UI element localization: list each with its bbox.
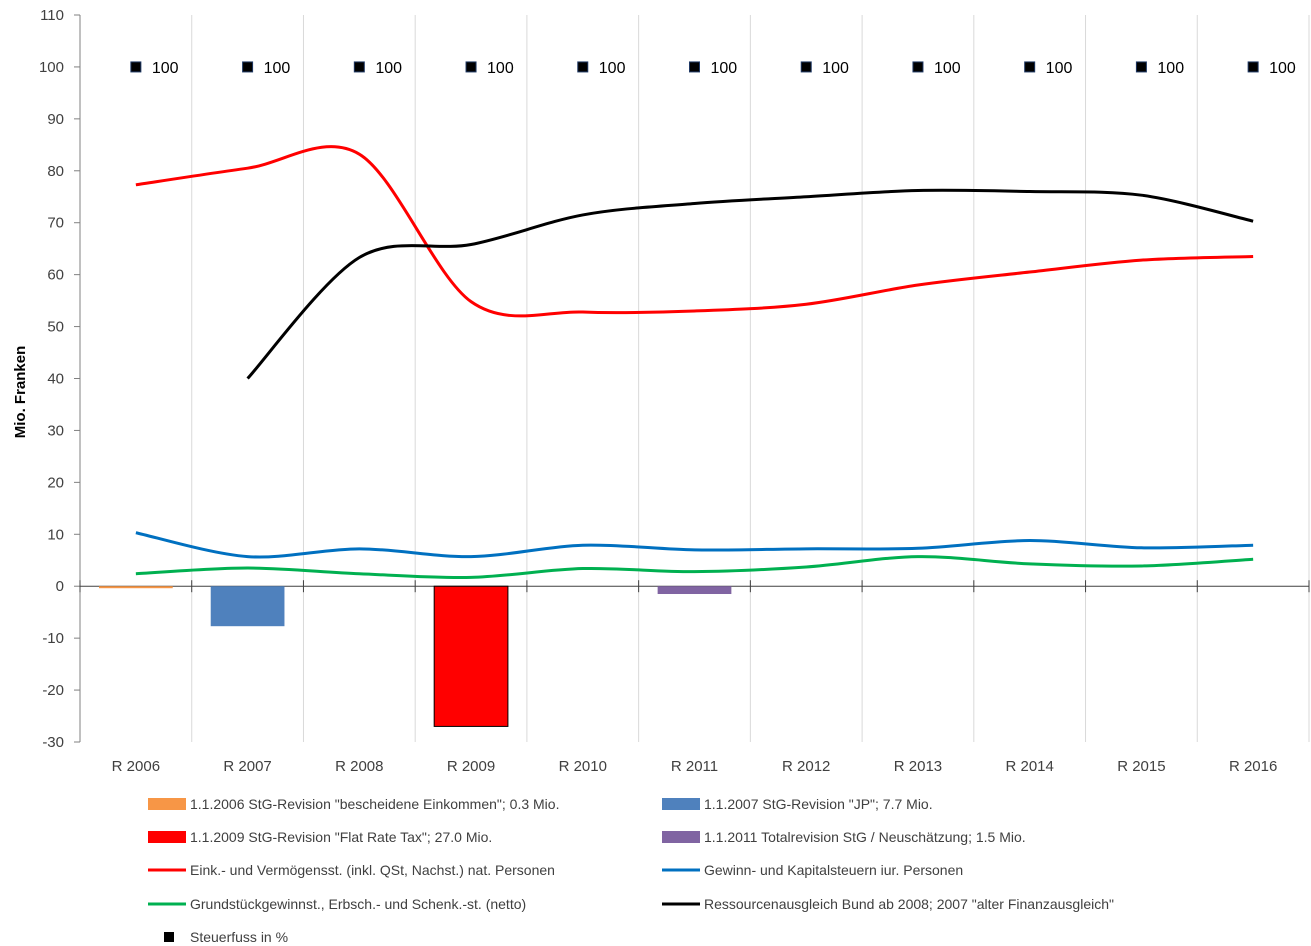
legend-label: 1.1.2011 Totalrevision StG / Neuschätzun… <box>704 829 1026 845</box>
point-marker <box>1247 61 1259 73</box>
y-tick-label: 100 <box>39 59 64 76</box>
legend-label: 1.1.2006 StG-Revision "bescheidene Einko… <box>190 796 559 812</box>
data-label: 100 <box>487 60 514 77</box>
point-marker <box>1135 61 1147 73</box>
y-tick-label: -30 <box>42 734 64 751</box>
data-label: 100 <box>822 60 849 77</box>
x-tick-label: R 2007 <box>223 758 271 775</box>
y-axis-title: Mio. Franken <box>12 346 29 439</box>
data-label: 100 <box>1269 60 1296 77</box>
legend-label: Steuerfuss in % <box>190 929 288 945</box>
point-marker <box>465 61 477 73</box>
bar-1 <box>98 586 173 589</box>
grid <box>79 15 1310 742</box>
bar-4 <box>657 586 732 595</box>
data-label: 100 <box>711 60 738 77</box>
y-tick-label: 0 <box>56 578 64 595</box>
y-tick-label: 40 <box>47 371 64 388</box>
legend-label: 1.1.2009 StG-Revision "Flat Rate Tax"; 2… <box>190 829 492 845</box>
y-tick-label: -10 <box>42 630 64 647</box>
point-marker <box>242 61 254 73</box>
y-tick-label: 110 <box>40 7 64 24</box>
data-label: 100 <box>599 60 626 77</box>
x-tick-label: R 2012 <box>782 758 830 775</box>
x-tick-label: R 2014 <box>1005 758 1053 775</box>
data-label: 100 <box>375 60 402 77</box>
point-marker <box>577 61 589 73</box>
x-tick-label: R 2006 <box>112 758 160 775</box>
series-line-4 <box>246 188 1254 380</box>
y-tick-label: 90 <box>47 111 64 128</box>
y-tick-label: 60 <box>47 267 64 284</box>
series-line-3 <box>135 555 1254 580</box>
x-tick-label: R 2013 <box>894 758 942 775</box>
y-tick-label: 50 <box>47 319 64 336</box>
legend: 1.1.2006 StG-Revision "bescheidene Einko… <box>148 796 1114 945</box>
x-tick-label: R 2010 <box>559 758 607 775</box>
point-marker <box>689 61 700 73</box>
bar-3 <box>433 585 509 727</box>
lines <box>135 145 1254 580</box>
x-tick-label: R 2009 <box>447 758 495 775</box>
y-tick-label: 20 <box>47 474 64 491</box>
legend-swatch <box>164 932 174 942</box>
legend-label: Grundstückgewinnst., Erbsch.- und Schenk… <box>190 896 526 912</box>
x-tick-label: R 2015 <box>1117 758 1165 775</box>
series-line-1 <box>135 145 1254 318</box>
x-tick-label: R 2011 <box>671 758 718 775</box>
points: 100 100 100 100 100 100 100 100 100 100 100 <box>130 60 1296 77</box>
legend-swatch <box>148 831 186 843</box>
data-label: 100 <box>264 60 291 77</box>
data-label: 100 <box>1157 60 1184 77</box>
y-tick-label: 10 <box>47 526 64 543</box>
point-marker <box>353 61 365 73</box>
legend-label: Eink.- und Vermögensst. (inkl. QSt, Nach… <box>190 862 555 878</box>
point-marker <box>130 61 142 73</box>
bars <box>98 585 732 727</box>
point-marker <box>1024 61 1036 73</box>
y-tick-label: 70 <box>47 215 64 232</box>
data-label: 100 <box>1046 60 1073 77</box>
legend-label: Gewinn- und Kapitalsteuern iur. Personen <box>704 862 963 878</box>
legend-swatch <box>662 798 700 810</box>
y-tick-label: -20 <box>42 682 64 699</box>
data-label: 100 <box>152 60 179 77</box>
x-tick-label: R 2008 <box>335 758 383 775</box>
legend-swatch <box>662 831 700 843</box>
y-tick-label: 30 <box>47 422 64 439</box>
series-line-2 <box>135 531 1254 559</box>
legend-label: Ressourcenausgleich Bund ab 2008; 2007 "… <box>704 896 1114 912</box>
point-marker <box>800 61 812 73</box>
x-tick-label: R 2016 <box>1229 758 1277 775</box>
legend-label: 1.1.2007 StG-Revision "JP"; 7.7 Mio. <box>704 796 933 812</box>
data-label: 100 <box>934 60 961 77</box>
y-tick-label: 80 <box>47 163 64 180</box>
legend-swatch <box>148 798 186 810</box>
bar-2 <box>210 586 285 627</box>
point-marker <box>912 61 924 73</box>
